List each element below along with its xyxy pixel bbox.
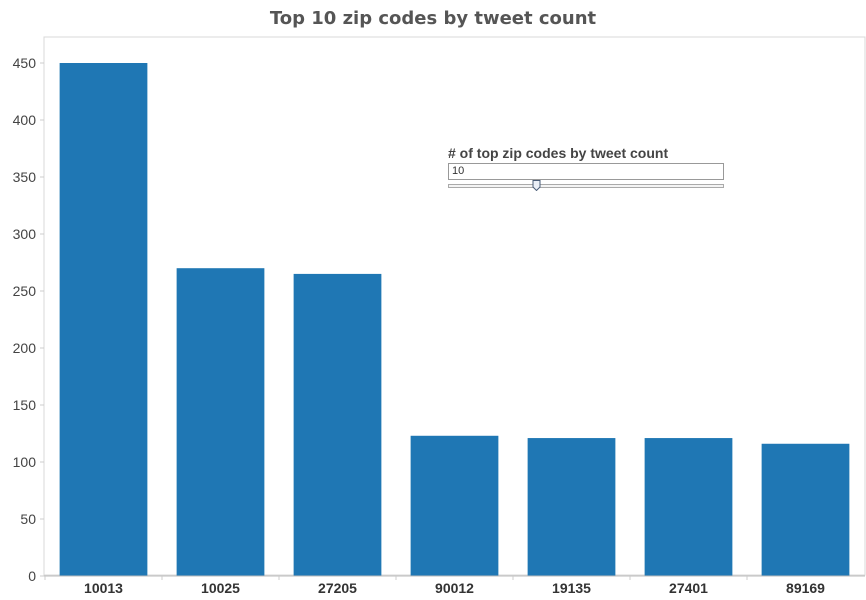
y-tick-label: 450 (13, 55, 37, 71)
bar-27401[interactable] (644, 438, 733, 576)
x-category-label: 19135 (552, 580, 591, 596)
parameter-slider[interactable] (448, 180, 724, 191)
x-category-label: 27401 (669, 580, 708, 596)
bar-10025[interactable] (176, 268, 265, 576)
bar-10013[interactable] (59, 63, 148, 576)
x-axis: 10013 10025 27205 90012 19135 27401 89169 (44, 576, 825, 596)
x-category-label: 90012 (435, 580, 474, 596)
x-category-label: 10025 (201, 580, 240, 596)
parameter-control: # of top zip codes by tweet count 10 (448, 145, 724, 191)
y-tick-label: 50 (20, 511, 36, 527)
slider-thumb[interactable] (532, 180, 541, 191)
y-tick-label: 250 (13, 283, 37, 299)
y-axis: 0 50 100 150 200 250 300 350 400 450 (13, 55, 44, 584)
bar-89169[interactable] (761, 443, 850, 576)
y-tick-label: 150 (13, 397, 37, 413)
y-tick-label: 0 (28, 568, 36, 584)
y-tick-label: 300 (13, 226, 37, 242)
bar-19135[interactable] (527, 438, 616, 576)
bars (59, 63, 850, 576)
parameter-label: # of top zip codes by tweet count (448, 145, 669, 161)
y-tick-label: 400 (13, 112, 37, 128)
parameter-input[interactable]: 10 (448, 163, 724, 180)
bar-90012[interactable] (410, 435, 499, 576)
chart-title: Top 10 zip codes by tweet count (269, 8, 597, 29)
y-tick-label: 100 (13, 454, 37, 470)
x-category-label: 89169 (786, 580, 825, 596)
y-tick-label: 200 (13, 340, 37, 356)
x-category-label: 10013 (84, 580, 123, 596)
bar-27205[interactable] (293, 273, 382, 576)
y-tick-label: 350 (13, 169, 37, 185)
x-category-label: 27205 (318, 580, 357, 596)
